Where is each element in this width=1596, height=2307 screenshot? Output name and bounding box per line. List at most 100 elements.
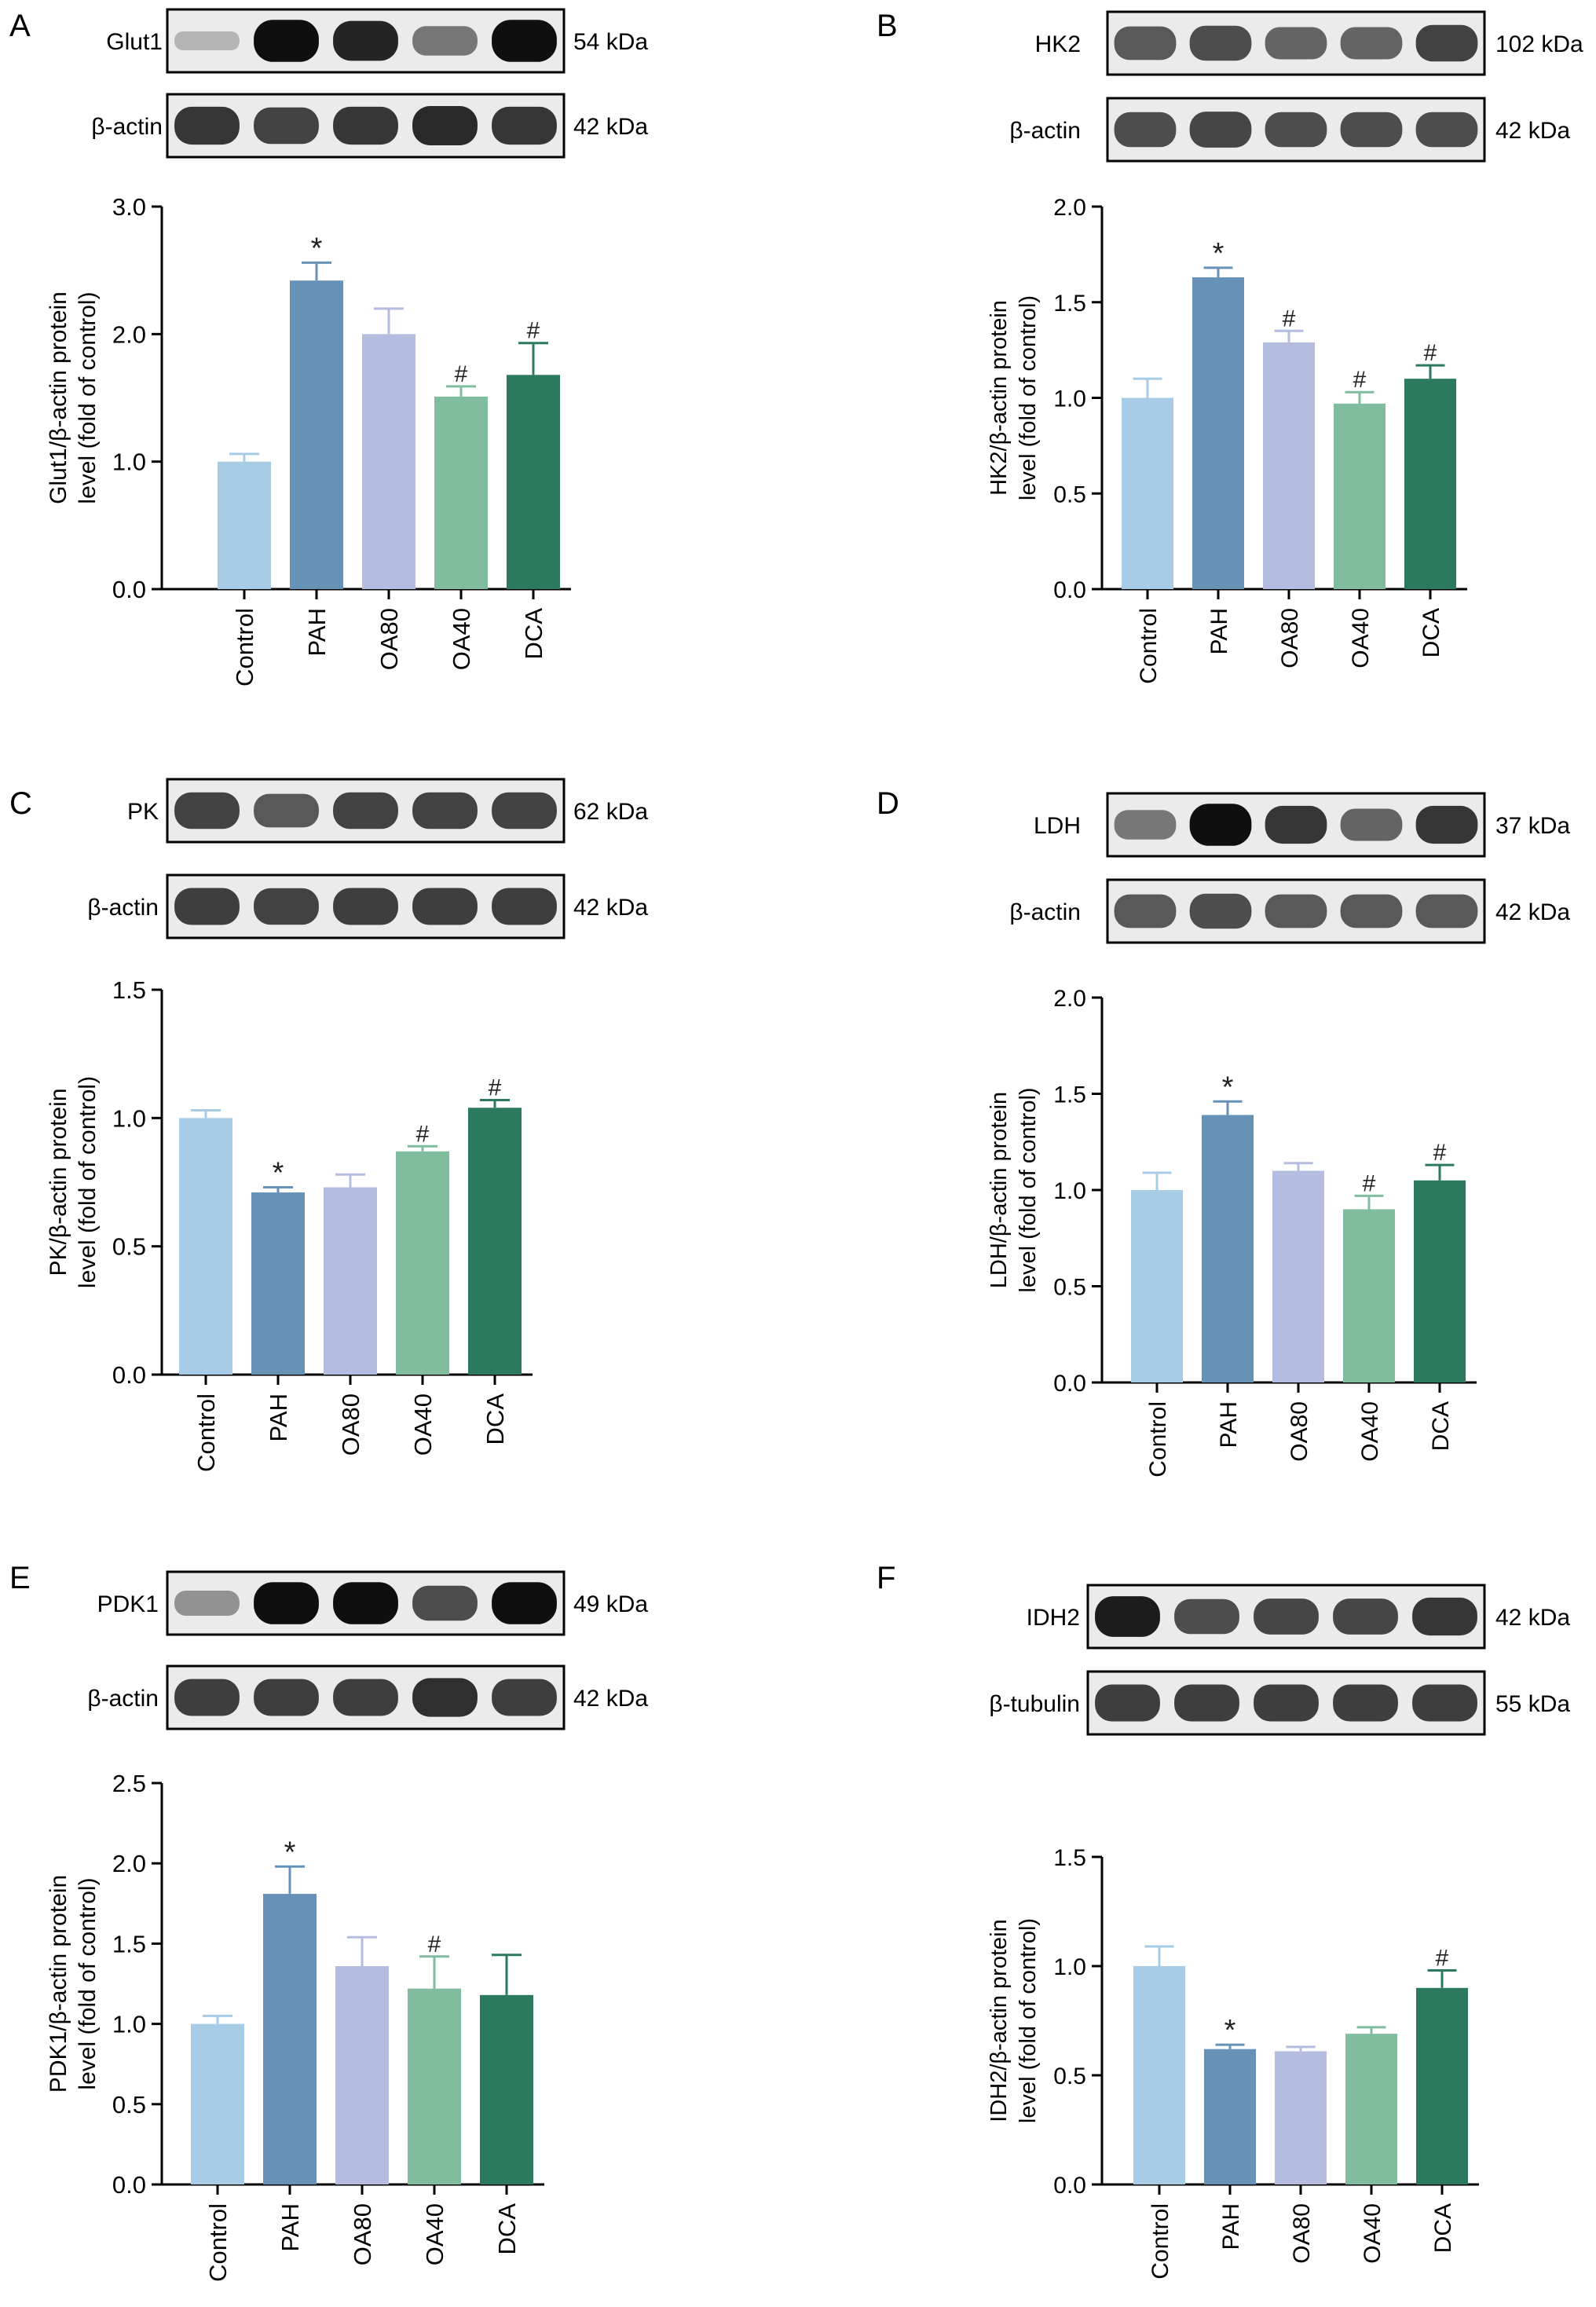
x-tick-label: PAH bbox=[1216, 1401, 1242, 1448]
bar-oa80 bbox=[1263, 342, 1315, 589]
blot-size-label: 42 kDa bbox=[573, 895, 648, 921]
blot-band bbox=[1189, 112, 1252, 148]
bar-oa40 bbox=[1343, 1209, 1395, 1382]
blot-label: Glut1 bbox=[106, 29, 163, 55]
blot-band bbox=[254, 888, 319, 925]
bar-control bbox=[1131, 1190, 1183, 1382]
bar-dca bbox=[1404, 379, 1456, 589]
x-tick-label: OA80 bbox=[375, 608, 403, 670]
significance-mark: * bbox=[1213, 237, 1224, 270]
blot-band bbox=[254, 1679, 319, 1716]
blot-band bbox=[1265, 112, 1327, 148]
blot-band bbox=[492, 792, 557, 829]
blot-label: β-actin bbox=[91, 114, 163, 140]
blot-band bbox=[1095, 1684, 1160, 1722]
blot-band bbox=[1254, 1598, 1319, 1635]
bar-chart: 0.0 0.5 1.0 1.5 2.0 2.5 Control * PAH OA80 # OA40 DC… bbox=[46, 1770, 544, 2282]
bar-oa80 bbox=[362, 334, 415, 589]
blot-band bbox=[1333, 1684, 1398, 1722]
y-tick-label: 1.5 bbox=[112, 1930, 146, 1957]
bar-control bbox=[191, 2023, 244, 2184]
blot-band bbox=[1340, 894, 1403, 928]
y-axis-title: level (fold of control) bbox=[1016, 1087, 1041, 1292]
blot-band bbox=[1114, 26, 1177, 60]
blot-band bbox=[412, 1678, 478, 1717]
blot-band bbox=[412, 106, 478, 145]
blot-size-label: 102 kDa bbox=[1495, 31, 1583, 57]
bar-dca bbox=[507, 375, 560, 589]
y-tick-label: 0.0 bbox=[112, 576, 146, 603]
y-tick-label: 2.0 bbox=[1053, 986, 1086, 1012]
blot-band bbox=[1415, 894, 1478, 928]
bar-chart: 0.0 1.0 2.0 3.0 Control * PAH OA80 # OA40 # DCA Glut… bbox=[46, 193, 571, 687]
bar-pah bbox=[1202, 1115, 1254, 1382]
bar-oa80 bbox=[1272, 1170, 1324, 1382]
x-tick-label: DCA bbox=[1428, 1401, 1454, 1451]
blot-band bbox=[492, 106, 557, 145]
blot-band bbox=[1095, 1596, 1160, 1637]
blot-label: PK bbox=[127, 799, 159, 825]
blot-size-label: 54 kDa bbox=[573, 29, 648, 55]
blot-band bbox=[1114, 112, 1177, 148]
blot-band bbox=[412, 26, 478, 56]
significance-mark: * bbox=[1222, 1071, 1234, 1104]
blot-band bbox=[1340, 27, 1403, 60]
blot-band bbox=[1189, 25, 1252, 61]
blot-band bbox=[333, 888, 398, 925]
significance-mark: # bbox=[489, 1075, 502, 1100]
blot-band bbox=[1189, 893, 1252, 929]
y-tick-label: 1.0 bbox=[1053, 1178, 1086, 1204]
bar-dca bbox=[1416, 1987, 1468, 2184]
x-tick-label: OA40 bbox=[1357, 1401, 1383, 1462]
panel-f: F IDH2 42 kDa β-tubulin 55 kDa 0.0 0.5 1.0 1.5 Co… bbox=[877, 1561, 1570, 2280]
y-tick-label: 1.0 bbox=[112, 449, 146, 476]
significance-mark: # bbox=[416, 1121, 430, 1147]
bar-control bbox=[1122, 397, 1173, 589]
y-axis-title: level (fold of control) bbox=[75, 291, 101, 504]
y-tick-label: 0.5 bbox=[1053, 482, 1086, 507]
panel-letter: A bbox=[9, 9, 31, 43]
bar-dca bbox=[468, 1108, 522, 1375]
blot-strip: PK 62 kDa bbox=[127, 778, 648, 844]
y-tick-label: 2.0 bbox=[1053, 195, 1086, 221]
blot-band bbox=[333, 792, 398, 829]
blot-size-label: 42 kDa bbox=[573, 114, 648, 140]
bar-control bbox=[218, 461, 271, 589]
y-tick-label: 0.5 bbox=[112, 1233, 146, 1261]
y-axis-title: LDH/β-actin protein bbox=[987, 1092, 1012, 1288]
y-axis-title: Glut1/β-actin protein bbox=[46, 291, 71, 504]
x-tick-label: OA80 bbox=[1287, 1401, 1312, 1462]
blot-band bbox=[1265, 27, 1327, 60]
y-tick-label: 1.5 bbox=[1053, 1845, 1086, 1871]
blot-band bbox=[254, 20, 319, 62]
x-tick-label: OA40 bbox=[421, 2203, 448, 2265]
bar-oa40 bbox=[396, 1151, 449, 1375]
blot-strip: β-tubulin 55 kDa bbox=[989, 1670, 1570, 1736]
y-axis-title: level (fold of control) bbox=[75, 1877, 101, 2089]
blot-strip: LDH 37 kDa bbox=[1034, 792, 1570, 858]
y-tick-label: 0.0 bbox=[1053, 1371, 1086, 1397]
y-tick-label: 1.0 bbox=[112, 2011, 146, 2038]
y-axis-title: PK/β-actin protein bbox=[46, 1088, 71, 1276]
x-tick-label: OA40 bbox=[448, 608, 475, 670]
panel-letter: E bbox=[9, 1561, 31, 1595]
bar-oa80 bbox=[335, 1966, 389, 2184]
panel-d: D LDH 37 kDa β-actin 42 kDa 0.0 0.5 1.0 1.5 2.0 Co… bbox=[877, 786, 1570, 1478]
blot-label: β-actin bbox=[1009, 899, 1081, 925]
blot-band bbox=[1412, 1684, 1477, 1722]
y-tick-label: 2.5 bbox=[112, 1770, 146, 1797]
blot-band bbox=[254, 793, 319, 828]
significance-mark: # bbox=[527, 318, 540, 344]
significance-mark: * bbox=[284, 1836, 296, 1869]
blot-band bbox=[412, 792, 478, 829]
blot-strip: PDK1 49 kDa bbox=[97, 1570, 648, 1636]
bar-pah bbox=[290, 280, 343, 589]
y-axis-title: HK2/β-actin protein bbox=[987, 300, 1012, 496]
significance-mark: * bbox=[273, 1157, 284, 1190]
bar-chart: 0.0 0.5 1.0 1.5 Control * PAH OA80 OA40 # DCA IDH2/… bbox=[987, 1845, 1479, 2280]
blot-strip: β-actin 42 kDa bbox=[87, 873, 648, 939]
blot-band bbox=[492, 1679, 557, 1716]
x-tick-label: OA40 bbox=[1348, 608, 1374, 668]
y-tick-label: 1.0 bbox=[112, 1104, 146, 1132]
y-axis-title: level (fold of control) bbox=[1016, 295, 1041, 500]
